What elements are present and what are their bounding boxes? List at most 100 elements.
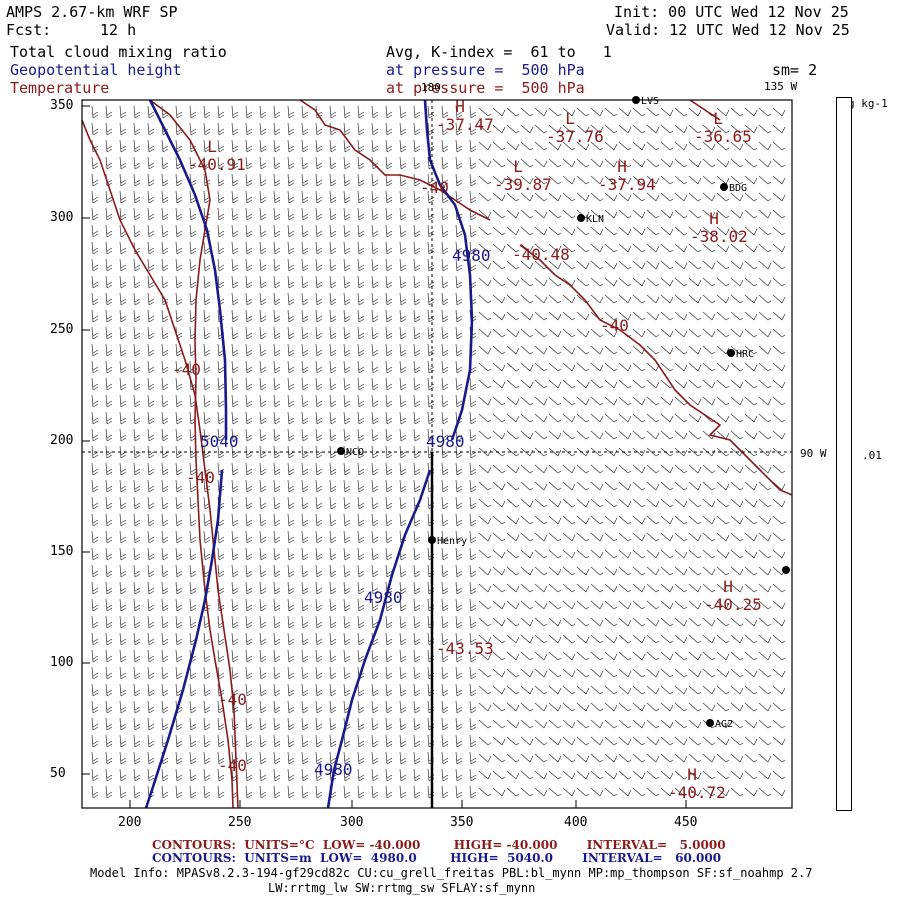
wind-barb — [371, 428, 379, 442]
wind-barb — [576, 226, 590, 236]
wind-barb — [161, 241, 169, 255]
wind-barb — [119, 394, 127, 408]
wind-barb — [371, 309, 379, 323]
wind-barb — [660, 464, 674, 474]
wind-barb — [329, 258, 337, 272]
wind-barb — [506, 192, 520, 202]
wind-barb — [604, 498, 618, 508]
wind-barb — [245, 598, 253, 612]
wind-barb — [716, 226, 730, 236]
wind-barb — [688, 345, 702, 355]
wind-barb — [301, 428, 309, 442]
wind-barb — [562, 141, 576, 151]
wind-barb — [478, 209, 492, 219]
wind-barb — [772, 498, 786, 508]
station-markers — [337, 96, 790, 727]
wind-barb — [716, 209, 730, 219]
wind-barb — [590, 549, 604, 559]
wind-barb — [259, 326, 267, 340]
wind-barb — [287, 224, 295, 238]
wind-barb — [301, 190, 309, 204]
wind-barb — [427, 224, 435, 238]
wind-barb — [506, 770, 520, 780]
wind-barb — [329, 309, 337, 323]
wind-barb — [301, 632, 309, 646]
height-label-4980-b: 4980 — [426, 432, 465, 451]
wind-barb — [427, 377, 435, 391]
wind-barb — [273, 751, 281, 765]
wind-barb — [534, 243, 548, 253]
wind-barb — [618, 260, 632, 270]
wind-barb — [245, 309, 253, 323]
wind-barb — [245, 785, 253, 799]
wind-barb — [478, 243, 492, 253]
wind-barb — [203, 649, 211, 663]
wind-barb — [287, 598, 295, 612]
wind-barb — [441, 360, 449, 374]
wind-barb — [189, 224, 197, 238]
wind-barb — [455, 241, 463, 255]
wind-barb — [175, 360, 183, 374]
wind-barb — [730, 515, 744, 525]
wind-barb — [175, 530, 183, 544]
wind-barb — [371, 513, 379, 527]
wind-barb — [660, 328, 674, 338]
wind-barb — [189, 666, 197, 680]
wind-barb — [441, 496, 449, 510]
wind-barb — [203, 700, 211, 714]
wind-barb — [231, 564, 239, 578]
wind-barb — [385, 479, 393, 493]
wind-barb — [189, 700, 197, 714]
wind-barb — [329, 479, 337, 493]
x-tick-label: 400 — [564, 815, 588, 830]
wind-barb — [730, 447, 744, 457]
wind-barb — [175, 649, 183, 663]
wind-barb — [91, 241, 99, 255]
height-contour-info: CONTOURS: UNITS=m LOW= 4980.0 HIGH= 5040… — [152, 851, 722, 865]
height-label-4980-c: 4980 — [364, 588, 403, 607]
wind-barb — [590, 566, 604, 576]
wind-barb — [744, 362, 758, 372]
wind-barb — [520, 651, 534, 661]
wind-barb — [674, 634, 688, 644]
wind-barb — [399, 428, 407, 442]
wind-barb — [203, 666, 211, 680]
wind-barb — [413, 275, 421, 289]
wind-barb — [357, 241, 365, 255]
wind-barb — [730, 294, 744, 304]
wind-barb — [716, 481, 730, 491]
wind-barb — [478, 498, 492, 508]
wind-barb — [716, 498, 730, 508]
wind-barb — [576, 396, 590, 406]
wind-barb — [329, 564, 337, 578]
wind-barb — [147, 224, 155, 238]
temp-label-2: -40 — [186, 468, 215, 487]
wind-barb — [520, 379, 534, 389]
wind-barb — [646, 311, 660, 321]
wind-barb — [590, 532, 604, 542]
wind-barb — [385, 428, 393, 442]
wind-barb — [632, 736, 646, 746]
wind-barb — [413, 649, 421, 663]
wind-barb — [105, 615, 113, 629]
wind-barb — [772, 532, 786, 542]
wind-barb — [772, 481, 786, 491]
wind-barb — [492, 311, 506, 321]
temperature-contours — [81, 99, 793, 809]
wind-barb — [730, 617, 744, 627]
wind-barb — [301, 292, 309, 306]
wind-barb — [562, 617, 576, 627]
wind-barb — [203, 343, 211, 357]
wind-barb — [590, 226, 604, 236]
wind-barb — [576, 770, 590, 780]
wind-barb — [772, 107, 786, 117]
wind-barb — [301, 479, 309, 493]
wind-barb — [520, 107, 534, 117]
colorbar-value: .01 — [862, 449, 882, 462]
wind-barb — [562, 260, 576, 270]
wind-barb — [576, 141, 590, 151]
wind-barb — [273, 632, 281, 646]
wind-barb — [702, 668, 716, 678]
wind-barb — [315, 700, 323, 714]
wind-barb — [520, 260, 534, 270]
